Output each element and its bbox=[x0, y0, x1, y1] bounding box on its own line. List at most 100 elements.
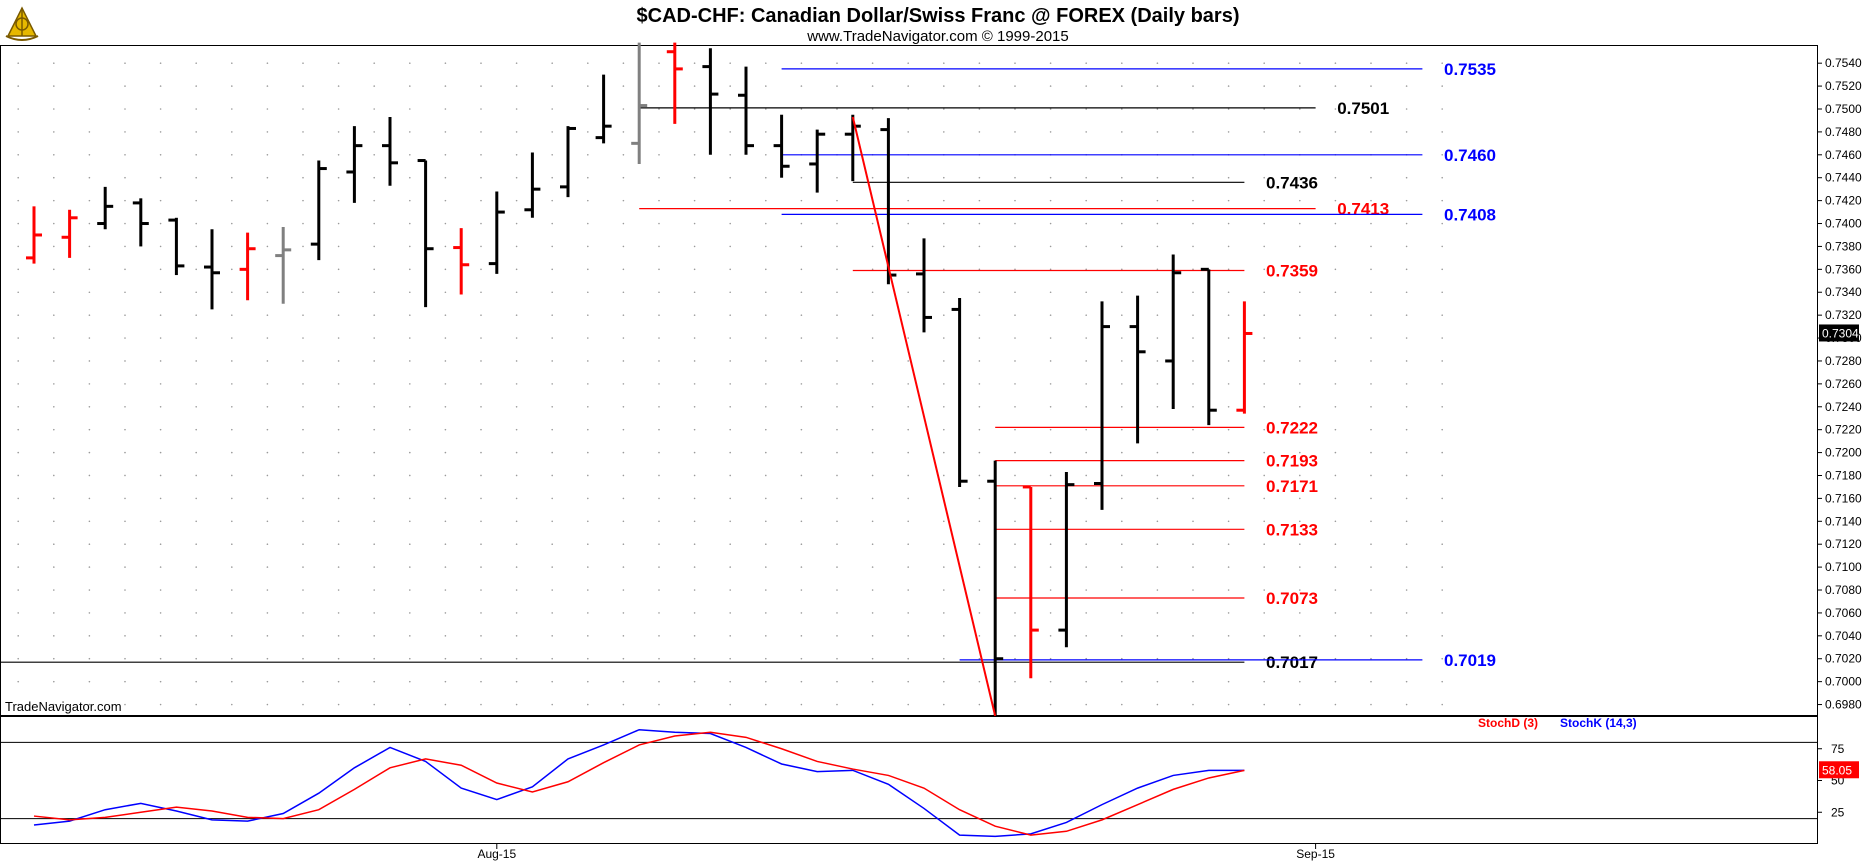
grid-dot bbox=[1405, 222, 1408, 225]
grid-dot bbox=[444, 176, 447, 179]
grid-dot bbox=[871, 703, 874, 706]
grid-dot bbox=[1192, 635, 1194, 637]
grid-dot bbox=[1334, 314, 1337, 316]
grid-dot bbox=[1263, 62, 1265, 64]
grid-dot bbox=[266, 497, 269, 500]
grid-dot bbox=[551, 405, 553, 408]
grid-dot bbox=[658, 657, 660, 660]
grid-dot bbox=[231, 337, 233, 339]
grid-dot bbox=[1227, 108, 1230, 110]
grid-dot bbox=[658, 703, 660, 706]
grid-dot bbox=[1405, 199, 1408, 202]
grid-dot bbox=[907, 680, 909, 683]
grid-dot bbox=[551, 543, 553, 546]
ohlc-bar bbox=[916, 238, 932, 333]
grid-dot bbox=[551, 108, 553, 110]
grid-dot bbox=[1192, 566, 1194, 568]
grid-dot bbox=[373, 451, 376, 454]
grid-dot bbox=[1263, 589, 1265, 591]
grid-dot bbox=[871, 131, 874, 133]
grid-dot bbox=[1405, 474, 1408, 477]
grid-dot bbox=[1370, 176, 1372, 179]
grid-dot bbox=[1121, 405, 1123, 408]
grid-dot bbox=[1405, 85, 1408, 87]
grid-dot bbox=[1405, 176, 1408, 179]
grid-dot bbox=[1156, 222, 1159, 225]
y-tick-label: 0.7160 bbox=[1825, 491, 1862, 505]
grid-dot bbox=[1121, 245, 1123, 248]
grid-dot bbox=[800, 680, 803, 683]
grid-dot bbox=[622, 383, 625, 385]
grid-dot bbox=[1156, 520, 1159, 523]
grid-dot bbox=[302, 199, 304, 202]
grid-dot bbox=[729, 314, 731, 316]
grid-dot bbox=[1299, 360, 1301, 362]
grid-dot bbox=[1227, 405, 1230, 408]
grid-dot bbox=[836, 520, 838, 523]
grid-dot bbox=[693, 268, 696, 271]
grid-dot bbox=[515, 131, 518, 133]
grid-dot bbox=[1227, 314, 1230, 316]
grid-dot bbox=[943, 291, 945, 294]
grid-dot bbox=[515, 405, 518, 408]
grid-dot bbox=[587, 222, 589, 225]
grid-dot bbox=[409, 85, 411, 87]
grid-dot bbox=[871, 108, 874, 110]
grid-dot bbox=[373, 543, 376, 546]
grid-dot bbox=[195, 131, 197, 133]
grid-dot bbox=[1014, 314, 1016, 316]
grid-dot bbox=[231, 566, 233, 568]
grid-dot bbox=[1299, 199, 1301, 202]
grid-dot bbox=[658, 222, 660, 225]
grid-dot bbox=[765, 85, 767, 87]
grid-dot bbox=[1014, 635, 1016, 637]
grid-dot bbox=[53, 566, 55, 568]
grid-dot bbox=[1405, 635, 1408, 637]
grid-dot bbox=[1156, 85, 1159, 87]
grid-dot bbox=[622, 154, 625, 156]
grid-dot bbox=[1192, 360, 1194, 362]
grid-dot bbox=[943, 62, 945, 64]
grid-dot bbox=[1441, 680, 1443, 683]
grid-dot bbox=[978, 635, 981, 637]
grid-dot bbox=[729, 680, 731, 683]
grid-dot bbox=[765, 520, 767, 523]
grid-dot bbox=[1014, 131, 1016, 133]
grid-dot bbox=[1227, 291, 1230, 294]
grid-dot bbox=[1263, 543, 1265, 546]
grid-dot bbox=[836, 405, 838, 408]
grid-dot bbox=[88, 657, 91, 660]
grid-dot bbox=[836, 657, 838, 660]
grid-dot bbox=[124, 589, 126, 591]
grid-dot bbox=[836, 85, 838, 87]
grid-dot bbox=[587, 520, 589, 523]
grid-dot bbox=[302, 657, 304, 660]
grid-dot bbox=[266, 543, 269, 546]
grid-dot bbox=[729, 337, 731, 339]
grid-dot bbox=[943, 314, 945, 316]
ohlc-bar bbox=[417, 159, 434, 308]
grid-dot bbox=[17, 62, 20, 64]
grid-dot bbox=[587, 589, 589, 591]
grid-dot bbox=[515, 176, 518, 179]
grid-dot bbox=[1049, 131, 1052, 133]
grid-dot bbox=[800, 85, 803, 87]
grid-dot bbox=[444, 635, 447, 637]
grid-dot bbox=[1121, 85, 1123, 87]
grid-dot bbox=[622, 314, 625, 316]
grid-dot bbox=[195, 222, 197, 225]
level-label: 0.7408 bbox=[1444, 205, 1496, 224]
grid-dot bbox=[1014, 108, 1016, 110]
grid-dot bbox=[159, 85, 162, 87]
grid-dot bbox=[124, 657, 126, 660]
grid-dot bbox=[337, 108, 340, 110]
grid-dot bbox=[1192, 131, 1194, 133]
grid-dot bbox=[302, 222, 304, 225]
grid-dot bbox=[515, 497, 518, 500]
level-label: 0.7535 bbox=[1444, 60, 1496, 79]
grid-dot bbox=[515, 520, 518, 523]
grid-dot bbox=[444, 108, 447, 110]
grid-dot bbox=[53, 383, 55, 385]
grid-dot bbox=[693, 405, 696, 408]
grid-dot bbox=[444, 222, 447, 225]
